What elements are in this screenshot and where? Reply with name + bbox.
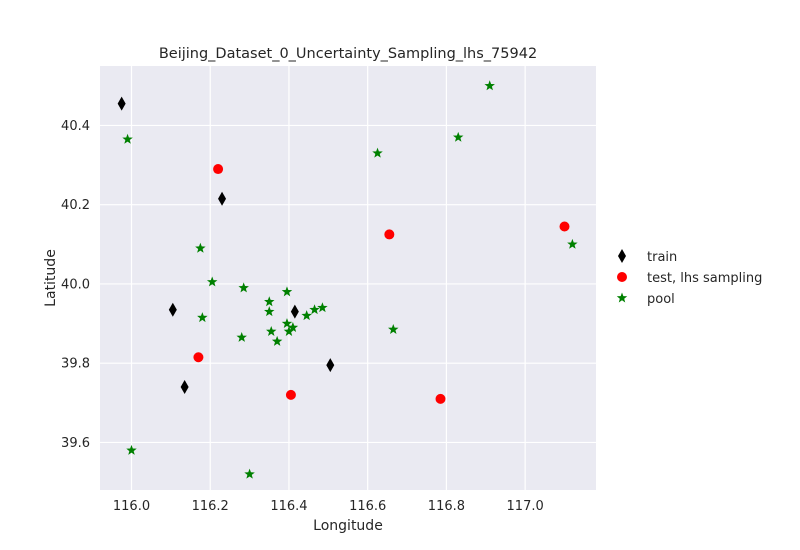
y-tick-label: 39.6	[61, 436, 90, 451]
test-point	[559, 221, 570, 232]
legend-marker	[618, 249, 626, 263]
train-point	[326, 358, 335, 373]
legend-label: train	[647, 250, 677, 265]
pool-point	[197, 312, 208, 323]
test-point	[285, 389, 296, 400]
y-tick-label: 39.8	[61, 357, 90, 372]
x-tick-label: 116.4	[270, 499, 307, 514]
x-axis-label: Longitude	[313, 518, 383, 534]
test-point	[193, 352, 204, 363]
data-points	[117, 80, 578, 479]
legend-label: pool	[647, 292, 675, 307]
legend-marker	[616, 292, 628, 303]
pool-point	[236, 331, 247, 342]
train-point	[180, 379, 189, 394]
pool-point	[283, 326, 295, 336]
pool-point	[287, 322, 299, 332]
x-tick-label: 116.2	[192, 499, 229, 514]
test-point	[435, 393, 446, 404]
pool-point	[206, 276, 218, 287]
y-tick-label: 40.4	[61, 119, 90, 134]
pool-point	[317, 302, 328, 313]
pool-point	[264, 306, 275, 317]
pool-point	[126, 444, 137, 455]
x-tick-label: 116.6	[349, 499, 386, 514]
train-point	[168, 302, 177, 317]
pool-point	[309, 304, 320, 315]
pool-point	[266, 326, 277, 336]
legend-marker	[617, 272, 627, 282]
pool-point	[195, 242, 206, 253]
legend-label: test, lhs sampling	[647, 271, 762, 286]
pool-point	[271, 335, 283, 346]
pool-point	[484, 80, 495, 91]
train-point	[290, 304, 299, 319]
x-tick-labels: 116.0 116.2 116.4 116.6 116.8 117.0	[113, 499, 544, 514]
y-axis-label: Latitude	[43, 249, 59, 307]
pool-point	[281, 318, 293, 329]
pool-point	[388, 324, 399, 334]
grid-lines	[100, 66, 596, 490]
test-point	[213, 164, 224, 175]
y-tick-label: 40.0	[61, 277, 90, 292]
pool-point	[372, 147, 383, 158]
pool-point	[567, 238, 578, 249]
train-point	[218, 191, 227, 206]
chart-title: Beijing_Dataset_0_Uncertainty_Sampling_l…	[159, 46, 537, 62]
plot-background	[100, 66, 596, 490]
test-point	[384, 229, 395, 240]
y-tick-label: 40.2	[61, 198, 90, 213]
pool-point	[264, 296, 275, 307]
legend: train test, lhs sampling pool	[616, 249, 762, 307]
pool-point	[122, 133, 133, 144]
x-tick-label: 117.0	[507, 499, 544, 514]
y-tick-labels: 39.6 39.8 40.0 40.2 40.4	[61, 119, 90, 451]
pool-point	[301, 310, 312, 321]
pool-point	[238, 282, 249, 293]
train-point	[117, 96, 126, 111]
x-tick-label: 116.0	[113, 499, 150, 514]
pool-point	[244, 468, 255, 479]
pool-point	[452, 131, 464, 142]
pool-point	[281, 286, 293, 297]
x-tick-label: 116.8	[428, 499, 465, 514]
